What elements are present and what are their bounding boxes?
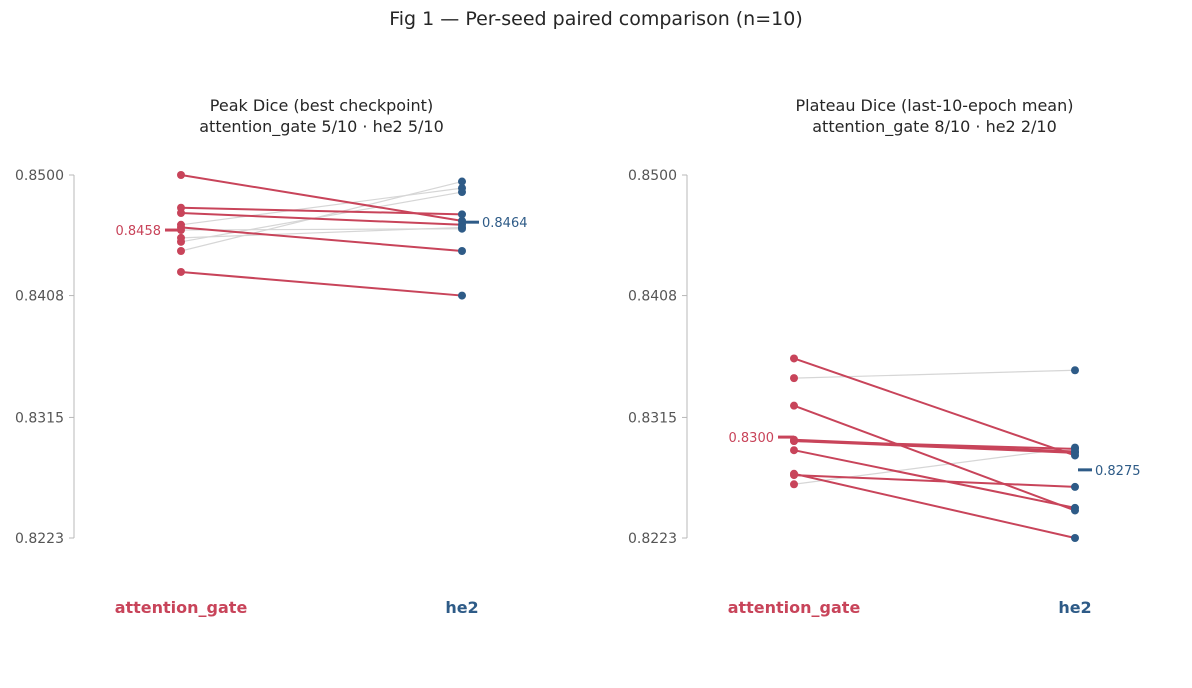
point-he2	[1071, 534, 1079, 542]
category-label-he2: he2	[1058, 598, 1091, 617]
mean-label-attention-gate: 0.8458	[116, 224, 162, 239]
y-tick-label: 0.8408	[628, 289, 677, 305]
y-tick-label: 0.8223	[15, 531, 64, 547]
slope-line-highlight	[180, 206, 463, 216]
y-tick-label: 0.8315	[15, 410, 64, 426]
category-label-attention-gate: attention_gate	[115, 598, 248, 617]
point-he2	[458, 247, 466, 256]
slope-line-highlight	[793, 472, 1076, 539]
y-tick-label: 0.8500	[628, 168, 677, 184]
point-attention-gate	[177, 267, 185, 276]
panel-title: Peak Dice (best checkpoint)	[210, 96, 433, 115]
y-tick-label: 0.8223	[628, 531, 677, 547]
point-attention-gate	[177, 209, 185, 218]
figure-title: Fig 1 — Per-seed paired comparison (n=10…	[389, 8, 803, 30]
y-tick-label: 0.8408	[15, 289, 64, 305]
category-label-he2: he2	[445, 598, 478, 617]
point-he2	[1071, 366, 1079, 375]
category-label-attention-gate: attention_gate	[728, 598, 861, 617]
point-he2	[458, 291, 466, 300]
slope-line-highlight	[180, 270, 463, 297]
point-he2	[1071, 443, 1079, 452]
point-he2	[458, 177, 466, 186]
point-attention-gate	[790, 374, 798, 383]
slope-line-highlight	[793, 404, 1076, 512]
point-attention-gate	[790, 437, 798, 446]
slope-line-neutral	[793, 369, 1076, 379]
slope-line-highlight	[793, 440, 1076, 454]
point-attention-gate	[790, 446, 798, 455]
slope-line-highlight	[180, 226, 463, 253]
point-he2	[1071, 482, 1079, 491]
point-attention-gate	[790, 354, 798, 363]
point-attention-gate	[790, 401, 798, 410]
panel-subtitle: attention_gate 8/10 · he2 2/10	[812, 117, 1057, 137]
mean-label-he2: 0.8464	[482, 216, 528, 231]
slope-line-highlight	[793, 449, 1076, 509]
slope-line-neutral	[180, 226, 463, 239]
slope-line-neutral	[180, 180, 463, 252]
slope-line-highlight	[793, 474, 1076, 488]
slope-line-neutral	[180, 191, 463, 243]
slope-line-neutral	[793, 446, 1076, 485]
panel-title: Plateau Dice (last-10-epoch mean)	[796, 96, 1074, 115]
point-he2	[458, 210, 466, 219]
point-he2	[1071, 503, 1079, 512]
point-attention-gate	[790, 469, 798, 478]
point-attention-gate	[177, 233, 185, 242]
y-tick-label: 0.8315	[628, 410, 677, 426]
slope-line-neutral	[180, 187, 463, 226]
slope-line-highlight	[180, 212, 463, 226]
point-he2	[458, 223, 466, 232]
mean-label-he2: 0.8275	[1095, 464, 1141, 479]
point-attention-gate	[177, 247, 185, 256]
y-tick-label: 0.8500	[15, 168, 64, 184]
panel-subtitle: attention_gate 5/10 · he2 5/10	[199, 117, 444, 137]
point-attention-gate	[790, 480, 798, 489]
slope-line-highlight	[793, 357, 1076, 457]
point-he2	[458, 188, 466, 197]
point-attention-gate	[177, 171, 185, 179]
mean-label-attention-gate: 0.8300	[729, 431, 775, 446]
